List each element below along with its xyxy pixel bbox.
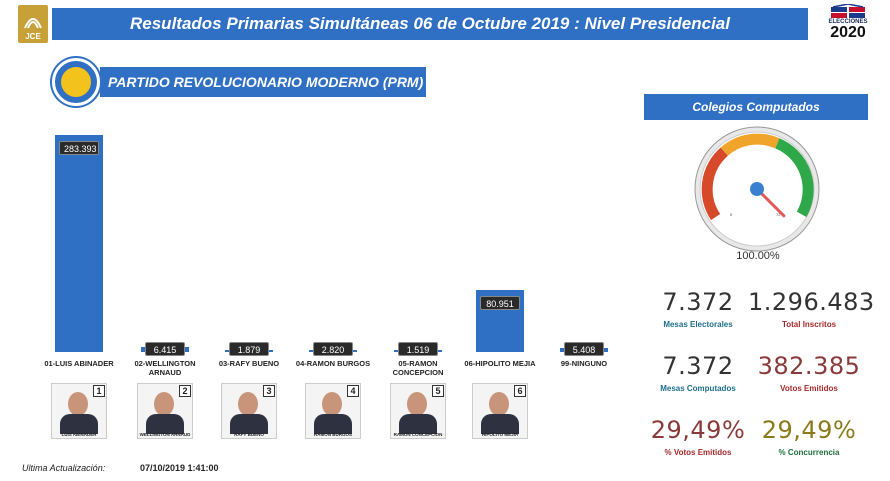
candidate-caption: RAMON CONCEPCION — [393, 432, 443, 437]
bar-value-label: 1.879 — [229, 342, 269, 356]
flag-icon — [831, 3, 865, 19]
candidate-caption: LUIS ABINADER — [61, 432, 97, 437]
candidate-suit-icon — [481, 414, 519, 434]
bar-value-label: 2.820 — [313, 342, 353, 356]
candidate-photo: 1 LUIS ABINADER — [51, 383, 107, 439]
candidate-head-icon — [154, 392, 174, 416]
colegios-gauge: 0 72 — [694, 126, 820, 252]
category-label: 06-HIPOLITO MEJIA — [464, 359, 536, 368]
candidate-head-icon — [68, 392, 88, 416]
party-logo — [52, 58, 100, 106]
candidate-number: 3 — [263, 385, 275, 397]
jce-emblem-icon — [24, 18, 42, 29]
gauge-max-label: 72 — [776, 212, 781, 217]
bar-value-label: 5.408 — [564, 342, 604, 356]
category-label: 02-WELLINGTON ARNAUD — [134, 359, 196, 377]
gauge-hub — [750, 182, 764, 196]
pct-concurrencia-value: 29,49% — [761, 416, 857, 444]
pct-concurrencia-label: % Concurrencia — [778, 448, 840, 457]
page-title: Resultados Primarias Simultáneas 06 de O… — [52, 8, 808, 40]
elecciones-year: 2020 — [830, 24, 866, 41]
candidate-head-icon — [238, 392, 258, 416]
category-label: 04-RAMON BURGOS — [295, 359, 371, 368]
mesas-computados-value: 7.372 — [662, 352, 734, 380]
bar-value-label: 283.393 — [59, 141, 99, 155]
candidate-suit-icon — [399, 414, 437, 434]
mesas-electorales-label: Mesas Electorales — [663, 320, 733, 329]
bar-1 — [55, 135, 103, 352]
candidate-photo: 3 RAFY BUENO — [221, 383, 277, 439]
pct-votos-emitidos-value: 29,49% — [650, 416, 746, 444]
candidate-caption: RAMON BURGOS — [314, 432, 352, 437]
candidate-head-icon — [322, 392, 342, 416]
candidate-number: 6 — [514, 385, 526, 397]
total-inscritos-label: Total Inscritos — [781, 320, 837, 329]
candidate-number: 4 — [347, 385, 359, 397]
candidate-photo: 5 RAMON CONCEPCION — [390, 383, 446, 439]
candidate-number: 5 — [432, 385, 444, 397]
candidate-photo: 6 HIPOLITO MEJIA — [472, 383, 528, 439]
bar-value-label: 80.951 — [480, 296, 520, 310]
mesas-computados-label: Mesas Computados — [660, 384, 736, 393]
candidate-caption: RAFY BUENO — [234, 432, 264, 437]
candidate-caption: WELLINGTON ARNAUD — [139, 432, 191, 437]
total-inscritos-value: 1.296.483 — [748, 288, 875, 316]
elecciones-2020-logo: ELECCIONES 2020 — [818, 3, 878, 46]
votos-emitidos-value: 382.385 — [757, 352, 861, 380]
candidate-suit-icon — [230, 414, 268, 434]
jce-logo-text: JCE — [25, 32, 41, 41]
candidate-photo: 2 WELLINGTON ARNAUD — [137, 383, 193, 439]
candidate-number: 2 — [179, 385, 191, 397]
category-label: 03-RAFY BUENO — [218, 359, 280, 368]
candidate-head-icon — [489, 392, 509, 416]
jce-logo: JCE — [18, 5, 48, 43]
bar-value-label: 1.519 — [398, 342, 438, 356]
last-update-label: Ultima Actualización: — [22, 463, 106, 473]
mesas-electorales-value: 7.372 — [662, 288, 734, 316]
gauge-min-label: 0 — [730, 212, 733, 217]
colegios-title: Colegios Computados — [644, 94, 868, 120]
last-update-value: 07/10/2019 1:41:00 — [140, 463, 219, 473]
bar-value-label: 6.415 — [145, 342, 185, 356]
party-name: PARTIDO REVOLUCIONARIO MODERNO (PRM) — [100, 67, 426, 97]
votos-emitidos-label: Votos Emitidos — [780, 384, 838, 393]
candidate-number: 1 — [93, 385, 105, 397]
elecciones-word: ELECCIONES — [828, 19, 868, 25]
candidate-suit-icon — [60, 414, 98, 434]
category-label: 01-LUIS ABINADER — [44, 359, 114, 368]
candidate-photo: 4 RAMON BURGOS — [305, 383, 361, 439]
category-label: 99-NINGUNO — [560, 359, 608, 368]
pct-votos-emitidos-label: % Votos Emitidos — [664, 448, 732, 457]
candidate-suit-icon — [146, 414, 184, 434]
thumbs-up-icon — [61, 67, 91, 97]
candidate-head-icon — [407, 392, 427, 416]
category-label: 05-RAMON CONCEPCION — [392, 359, 444, 377]
colegios-percent: 100.00% — [736, 250, 780, 262]
candidate-suit-icon — [314, 414, 352, 434]
candidate-caption: HIPOLITO MEJIA — [481, 432, 519, 437]
results-bar-chart: 283.393 01-LUIS ABINADER 6.415 02-WELLINGTO… — [44, 135, 608, 377]
